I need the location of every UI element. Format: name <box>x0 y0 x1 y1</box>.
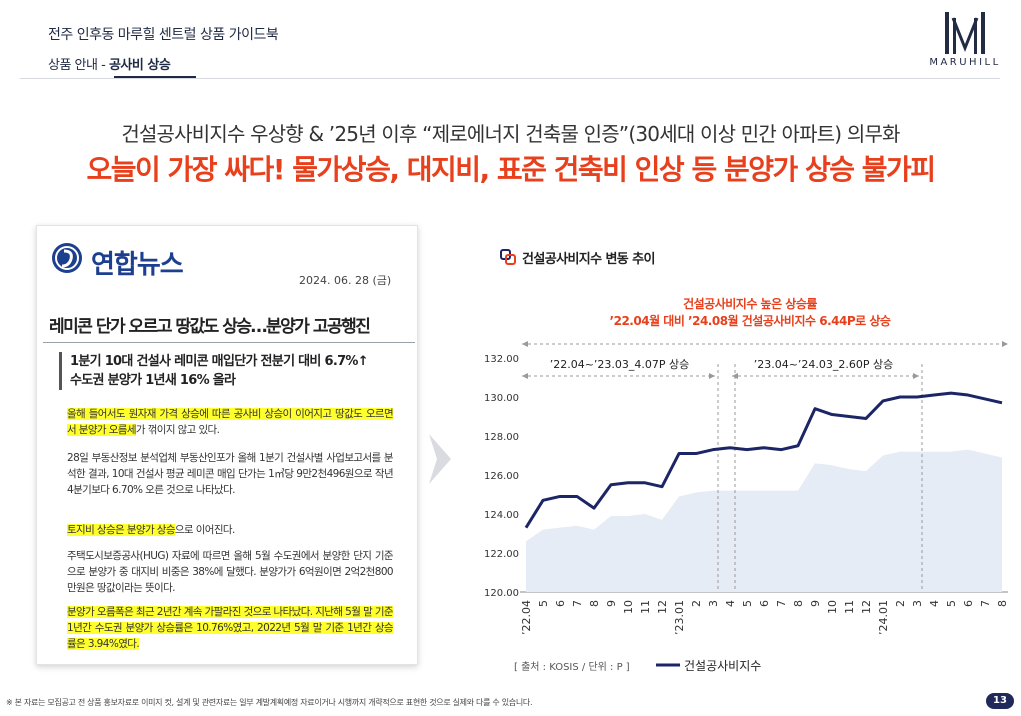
maruhill-logo <box>945 12 985 54</box>
news-date: 2024. 06. 28 (금) <box>299 274 392 287</box>
period2-label: ’23.04~’24.03_2.60P 상승 <box>754 358 894 371</box>
news-paragraph: 올해 들어서도 원자재 가격 상승에 따른 공사비 상승이 이어지고 땅값도 오… <box>67 408 394 436</box>
breadcrumb-separator: - <box>101 58 106 73</box>
page-number: 13 <box>986 693 1014 709</box>
logo-wordmark: MARUHILL <box>929 57 1001 68</box>
news-article-card: 연합뉴스 2024. 06. 28 (금) 레미콘 단가 오르고 땅값도 상승…… <box>36 225 418 665</box>
x-tick-label: ’24.01 <box>877 600 890 635</box>
header-divider <box>20 78 1000 79</box>
chart-annotation-line: ’22.04월 대비 ’24.08월 건설공사비지수 6.44P로 상승 <box>609 314 891 328</box>
breadcrumb-section: 상품 안내 <box>48 58 98 73</box>
x-tick-label: 2 <box>690 600 703 607</box>
headline-sub: 건설공사비지수 우상향 & ’25년 이후 “제로에너지 건축물 인증”(30세… <box>121 122 900 146</box>
yonhap-logo-icon <box>52 243 82 273</box>
x-tick-label: 5 <box>537 600 550 607</box>
area-series <box>526 449 1002 592</box>
x-tick-label: 7 <box>979 600 992 607</box>
y-tick-label: 132.00 <box>484 354 519 365</box>
news-headline: 레미콘 단가 오르고 땅값도 상승…분양가 고공행진 <box>49 317 371 337</box>
document-title: 전주 인후동 마루힐 센트럴 상품 가이드북 <box>48 27 279 43</box>
x-tick-label: 4 <box>928 600 941 607</box>
x-tick-label: 9 <box>605 600 618 607</box>
breadcrumb-current: 공사비 상승 <box>108 58 171 73</box>
x-tick-label: 8 <box>588 600 601 607</box>
news-summary-line: 수도권 분양가 1년새 16% 올라 <box>70 373 236 388</box>
y-tick-label: 120.00 <box>484 588 519 599</box>
news-paragraph: 분양가 오름폭은 최근 2년간 계속 가팔라진 것으로 나타났다. 지난해 5월… <box>67 604 394 652</box>
x-tick-label: 7 <box>571 600 584 607</box>
x-tick-label: 3 <box>707 600 720 607</box>
chart-annotation-line: 건설공사비지수 높은 상승률 <box>683 297 817 311</box>
x-tick-label: 10 <box>622 600 635 614</box>
period-guides <box>717 364 923 592</box>
chart-source: [ 출처 : KOSIS / 단위 : P ] <box>514 662 630 673</box>
x-tick-label: 12 <box>860 600 873 614</box>
x-tick-label: 5 <box>741 600 754 607</box>
x-tick-label: 9 <box>809 600 822 607</box>
y-tick-label: 122.00 <box>484 549 519 560</box>
x-tick-label: 5 <box>945 600 958 607</box>
news-divider <box>43 342 415 343</box>
x-tick-label: 6 <box>758 600 771 607</box>
y-tick-label: 128.00 <box>484 432 519 443</box>
x-tick-label: ’23.01 <box>673 600 686 635</box>
news-highlight: 분양가 오름폭은 최근 2년간 계속 가팔라진 것으로 나타났다. 지난해 5월… <box>67 606 394 650</box>
news-highlight: 토지비 상승은 분양가 상승 <box>67 524 175 536</box>
x-tick-label: 11 <box>639 600 652 614</box>
news-paragraph: 주택도시보증공사(HUG) 자료에 따르면 올해 5월 수도권에서 분양한 단지… <box>67 550 394 594</box>
period1-label: ’22.04~’23.03_4.07P 상승 <box>550 358 690 371</box>
x-tick-label: 8 <box>792 600 805 607</box>
x-tick-label: 4 <box>724 600 737 607</box>
headline-main: 오늘이 가장 싸다! 물가상승, 대지비, 표준 건축비 인상 등 분양가 상승… <box>86 153 936 186</box>
news-paragraph: 토지비 상승은 분양가 상승으로 이어진다. <box>67 524 235 536</box>
x-tick-label: 6 <box>554 600 567 607</box>
legend-label: 건설공사비지수 <box>684 659 762 673</box>
legend-line-icon <box>656 663 680 667</box>
news-paragraph: 28일 부동산정보 분석업체 부동산인포가 올해 1분기 건설사별 사업보고서를… <box>67 452 394 496</box>
x-tick-label: 7 <box>775 600 788 607</box>
y-tick-label: 130.00 <box>484 393 519 404</box>
chart-link-icon <box>500 249 516 265</box>
period-annotations: ’22.04~’23.03_4.07P 상승 ’23.04~’24.03_2.60… <box>522 341 1008 379</box>
x-tick-label: 12 <box>656 600 669 614</box>
x-tick-label: 2 <box>894 600 907 607</box>
news-summary: 1분기 10대 건설사 레미콘 매입단가 전분기 대비 6.7%↑ 수도권 분양… <box>59 352 409 390</box>
x-tick-label: 6 <box>962 600 975 607</box>
y-tick-label: 124.00 <box>484 510 519 521</box>
breadcrumb-underline <box>114 76 196 78</box>
x-tick-label: 3 <box>911 600 924 607</box>
cost-index-chart: 132.00 130.00 128.00 126.00 124.00 122.00 120.… <box>484 341 1009 635</box>
x-tick-label: 11 <box>843 600 856 614</box>
x-tick-label: 8 <box>996 600 1009 607</box>
x-tick-label: ’22.04 <box>520 600 533 635</box>
news-summary-line: 1분기 10대 건설사 레미콘 매입단가 전분기 대비 6.7%↑ <box>70 354 369 369</box>
chevron-right-icon <box>429 434 451 484</box>
x-axis: ’22.04 5 6 7 8 9 10 11 12’23.01 2 3 4 5 6 7 8 9 10 11 12’24… <box>520 600 1009 635</box>
y-tick-label: 126.00 <box>484 471 519 482</box>
breadcrumb: 상품 안내 - 공사비 상승 <box>48 54 171 73</box>
line-series <box>524 391 1003 529</box>
x-tick-label: 10 <box>826 600 839 614</box>
news-highlight: 올해 들어서도 원자재 가격 상승에 따른 공사비 상승이 이어지고 땅값도 오… <box>67 408 394 436</box>
footer-disclaimer: ※ 본 자료는 모집공고 전 상품 홍보자료로 이미지 컷, 설계 및 관련자료… <box>6 698 533 707</box>
news-brand: 연합뉴스 <box>91 250 184 280</box>
chart-annotation: 건설공사비지수 높은 상승률 ’22.04월 대비 ’24.08월 건설공사비지… <box>560 296 940 330</box>
chart-title: 건설공사비지수 변동 추이 <box>522 252 655 267</box>
